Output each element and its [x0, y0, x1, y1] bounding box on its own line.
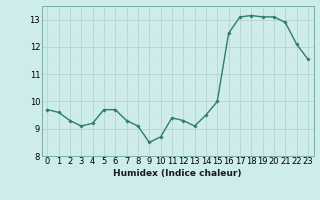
- X-axis label: Humidex (Indice chaleur): Humidex (Indice chaleur): [113, 169, 242, 178]
